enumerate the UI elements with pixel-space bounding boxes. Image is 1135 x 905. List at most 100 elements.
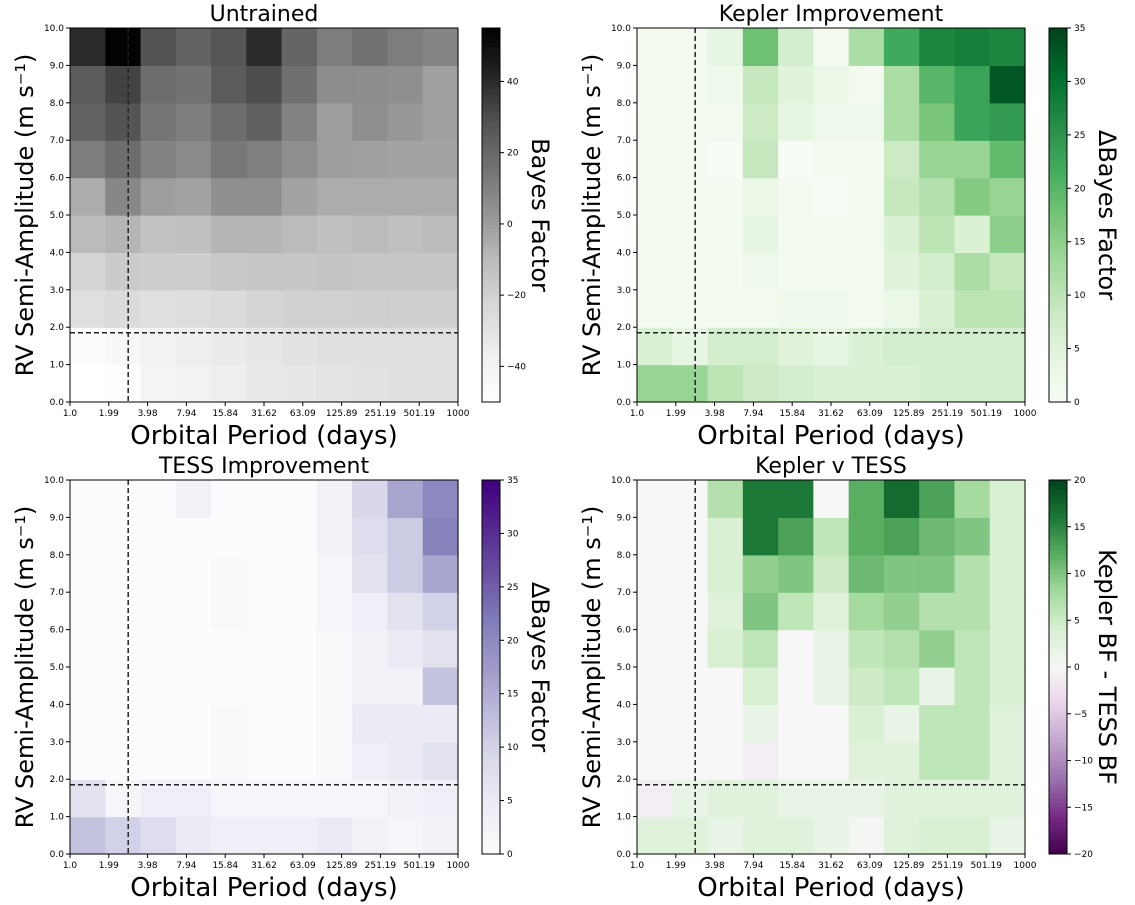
y-tick-label: 0.0: [50, 850, 65, 860]
colorbar-segment: [482, 28, 500, 34]
colorbar-segment: [1049, 210, 1067, 216]
colorbar-segment: [482, 793, 500, 799]
colorbar-segment: [482, 844, 500, 850]
y-tick-label: 1.0: [50, 361, 65, 371]
colorbar-segment: [1049, 238, 1067, 244]
heatmap-cell: [778, 28, 814, 66]
heatmap-cell: [70, 592, 106, 631]
y-tick-label: 6.0: [50, 174, 65, 184]
heatmap-cell: [422, 517, 459, 556]
heatmap-cell: [352, 667, 389, 705]
colorbar-frame: [481, 479, 501, 855]
colorbar-segment: [482, 98, 500, 104]
colorbar-segment: [1049, 620, 1067, 626]
colorbar-segment: [1049, 807, 1067, 813]
colorbar-segment: [482, 154, 500, 160]
x-tick-label: 63.09: [857, 861, 883, 871]
heatmap-cell: [954, 215, 991, 253]
colorbar-segment: [482, 610, 500, 617]
colorbar-segment: [482, 821, 500, 827]
heatmap-cell: [637, 667, 673, 705]
colorbar-segment: [482, 723, 500, 729]
y-tick-label: 6.0: [50, 626, 65, 636]
heatmap-cell: [883, 592, 920, 631]
colorbar-segment: [1049, 280, 1067, 286]
heatmap-cell: [175, 629, 212, 668]
colorbar-segment: [482, 191, 500, 197]
heatmap-cell: [883, 629, 920, 668]
heatmap-cell: [989, 554, 1026, 593]
colorbar-segment: [482, 839, 500, 846]
heatmap-cell: [954, 517, 991, 556]
colorbar-tick-label: 30: [507, 529, 519, 539]
heatmap-cell: [211, 177, 247, 216]
colorbar-segment: [482, 760, 500, 766]
heatmap-cell: [422, 667, 459, 705]
heatmap-cell: [778, 741, 814, 780]
colorbar-segment: [1049, 765, 1067, 771]
heatmap-cell: [813, 480, 850, 518]
heatmap-cell: [778, 289, 814, 328]
heatmap-cell: [707, 704, 744, 743]
heatmap-cell: [175, 592, 212, 631]
colorbar-segment: [482, 480, 500, 486]
heatmap-cell: [707, 364, 744, 403]
colorbar-segment: [482, 392, 500, 398]
y-tick-label: 8.0: [617, 99, 632, 109]
heatmap-cell: [672, 140, 709, 179]
heatmap-cell: [140, 140, 177, 179]
colorbar-segment: [1049, 643, 1067, 649]
y-tick-label: 2.0: [50, 323, 65, 333]
x-tick-label: 15.84: [212, 409, 238, 419]
colorbar-segment: [1049, 811, 1067, 818]
heatmap-cell: [848, 667, 885, 705]
colorbar-segment: [482, 755, 500, 761]
x-tick-label: 501.19: [403, 409, 435, 419]
x-tick-label: 1.0: [63, 861, 78, 871]
heatmap-cell: [742, 215, 779, 253]
colorbar-segment: [482, 545, 500, 551]
colorbar-segment: [482, 331, 500, 338]
colorbar-segment: [482, 765, 500, 771]
x-tick-label: 3.98: [138, 409, 158, 419]
colorbar-segment: [482, 657, 500, 663]
heatmap-cell: [813, 289, 850, 328]
colorbar-tick-label: 25: [1074, 131, 1085, 141]
heatmap-cell: [637, 140, 673, 179]
colorbar-segment: [482, 596, 500, 603]
heatmap-cell: [637, 289, 673, 328]
colorbar-segment: [1049, 652, 1067, 659]
heatmap-cell: [919, 102, 956, 141]
colorbar-segment: [482, 205, 500, 211]
colorbar-segment: [1049, 667, 1067, 673]
colorbar-segment: [1049, 709, 1067, 715]
heatmap-cell: [140, 592, 177, 631]
colorbar-segment: [1049, 177, 1067, 183]
heatmap-cell: [70, 741, 106, 780]
colorbar-segment: [1049, 359, 1067, 366]
y-tick-label: 0.0: [617, 850, 632, 860]
colorbar-segment: [482, 168, 500, 174]
colorbar-segment: [1049, 303, 1067, 309]
heatmap-cell: [246, 816, 283, 855]
heatmap-cell: [352, 28, 389, 66]
colorbar-segment: [482, 243, 500, 249]
colorbar-segment: [1049, 564, 1067, 570]
x-tick-label: 125.89: [893, 409, 925, 419]
heatmap-cell: [919, 28, 956, 66]
colorbar-segment: [1049, 135, 1067, 141]
heatmap-cell: [387, 592, 424, 631]
y-tick-label: 10.0: [44, 476, 64, 486]
heatmap-cell: [352, 65, 389, 104]
heatmap-cell: [742, 517, 779, 556]
colorbar-segment: [1049, 373, 1067, 380]
colorbar-segment: [482, 182, 500, 188]
heatmap-cell: [140, 816, 177, 855]
colorbar-segment: [1049, 257, 1067, 263]
colorbar-segment: [1049, 723, 1067, 729]
heatmap-chart: 1.0 1.99 3.98 7.94 15.84 31.62 63.09 125.89 251.…: [11, 454, 554, 903]
heatmap-cell: [707, 102, 744, 141]
colorbar-segment: [1049, 685, 1067, 691]
heatmap-cell: [246, 704, 283, 743]
y-tick-label: 3.0: [50, 286, 65, 296]
